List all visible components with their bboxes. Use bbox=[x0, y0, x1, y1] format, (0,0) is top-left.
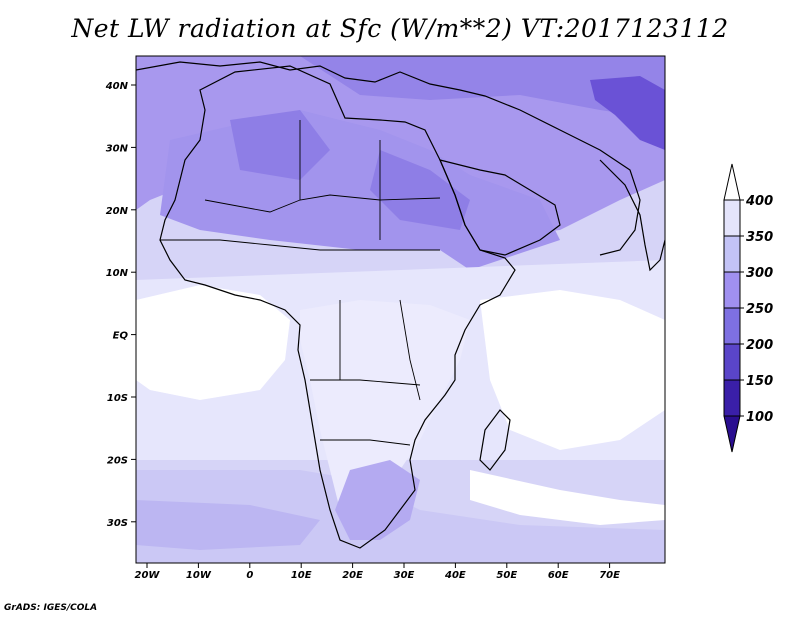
field-sahara-core bbox=[230, 110, 330, 180]
lon-tick-label: 20E bbox=[342, 570, 363, 581]
colorbar-segment bbox=[723, 379, 741, 417]
border-east bbox=[399, 299, 421, 401]
lon-tick-label: 0 bbox=[246, 570, 253, 581]
colorbar-label: 350 bbox=[746, 230, 773, 245]
india-coast bbox=[599, 159, 665, 272]
field-south-west bbox=[136, 500, 320, 550]
lon-tick-label: 10W bbox=[186, 570, 212, 581]
colorbar-segment bbox=[723, 271, 741, 309]
border-namibia bbox=[320, 439, 411, 446]
field-central-africa bbox=[300, 300, 470, 520]
map-frame bbox=[135, 55, 666, 564]
lat-tick-label: 10S bbox=[107, 393, 128, 404]
border-west-africa bbox=[160, 239, 321, 251]
colorbar-bottom-arrow bbox=[723, 415, 741, 453]
lon-tick-label: 20W bbox=[135, 570, 161, 581]
arabia-coast bbox=[438, 159, 561, 256]
field-south-white bbox=[470, 470, 665, 525]
map-title: Net LW radiation at Sfc (W/m**2) VT:2017… bbox=[71, 14, 729, 43]
eurasia-coast bbox=[136, 61, 641, 256]
lat-tick-label: EQ bbox=[113, 331, 129, 342]
colorbar-label: 150 bbox=[746, 374, 773, 389]
credit-text: GrADS: IGES/COLA bbox=[4, 603, 98, 613]
lat-tick-label: 30S bbox=[107, 518, 128, 529]
lat-axis: 40N 30N 20N 10N EQ 10S 20S 30S bbox=[105, 81, 136, 529]
colorbar-segment bbox=[723, 343, 741, 381]
field-himalaya bbox=[590, 76, 665, 150]
colorbar: 400 350 300 250 200 150 100 bbox=[723, 163, 773, 453]
lat-tick-label: 20S bbox=[107, 455, 128, 466]
lon-tick-label: 30E bbox=[394, 570, 415, 581]
field-indian-white bbox=[480, 290, 665, 450]
coastlines bbox=[136, 61, 665, 549]
lon-axis: 20W 10W 0 10E 20E 30E 40E 50E 60E 70E bbox=[135, 563, 620, 581]
lat-tick-label: 30N bbox=[106, 143, 129, 154]
colorbar-segment bbox=[723, 235, 741, 273]
lon-tick-label: 70E bbox=[599, 570, 620, 581]
colorbar-segment bbox=[723, 307, 741, 345]
lat-tick-label: 20N bbox=[106, 206, 129, 217]
lat-tick-label: 40N bbox=[105, 81, 129, 92]
lon-tick-label: 40E bbox=[444, 570, 466, 581]
colorbar-label: 200 bbox=[746, 338, 773, 353]
field-egypt-core bbox=[370, 150, 470, 230]
border-sahel bbox=[204, 194, 441, 213]
lon-tick-label: 50E bbox=[496, 570, 517, 581]
colorbar-label: 400 bbox=[745, 194, 773, 209]
lon-tick-label: 60E bbox=[548, 570, 569, 581]
colorbar-segment bbox=[723, 199, 741, 237]
field-north-dark bbox=[300, 56, 665, 120]
lat-tick-label: 10N bbox=[106, 268, 129, 279]
field-atlantic-white bbox=[136, 285, 290, 400]
colorbar-label: 250 bbox=[746, 302, 773, 317]
madagascar-coast bbox=[479, 409, 511, 471]
lon-tick-label: 10E bbox=[291, 570, 312, 581]
colorbar-label: 300 bbox=[746, 266, 773, 281]
field-south-africa bbox=[335, 460, 420, 540]
colorbar-top-arrow bbox=[723, 163, 741, 201]
colorbar-label: 100 bbox=[746, 410, 773, 425]
border-angola bbox=[310, 379, 421, 386]
map-field bbox=[136, 56, 665, 563]
